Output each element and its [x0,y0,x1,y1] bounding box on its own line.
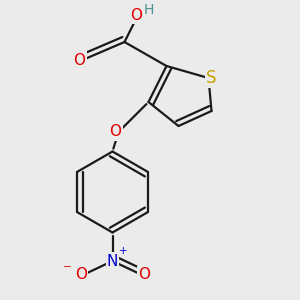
Text: O: O [75,267,87,282]
Text: O: O [74,52,86,68]
Text: O: O [130,8,142,22]
Text: H: H [143,4,154,17]
Text: +: + [119,245,127,256]
Text: O: O [110,124,122,140]
Text: O: O [138,267,150,282]
Text: N: N [107,254,118,268]
Text: S: S [206,69,217,87]
Text: −: − [63,262,72,272]
